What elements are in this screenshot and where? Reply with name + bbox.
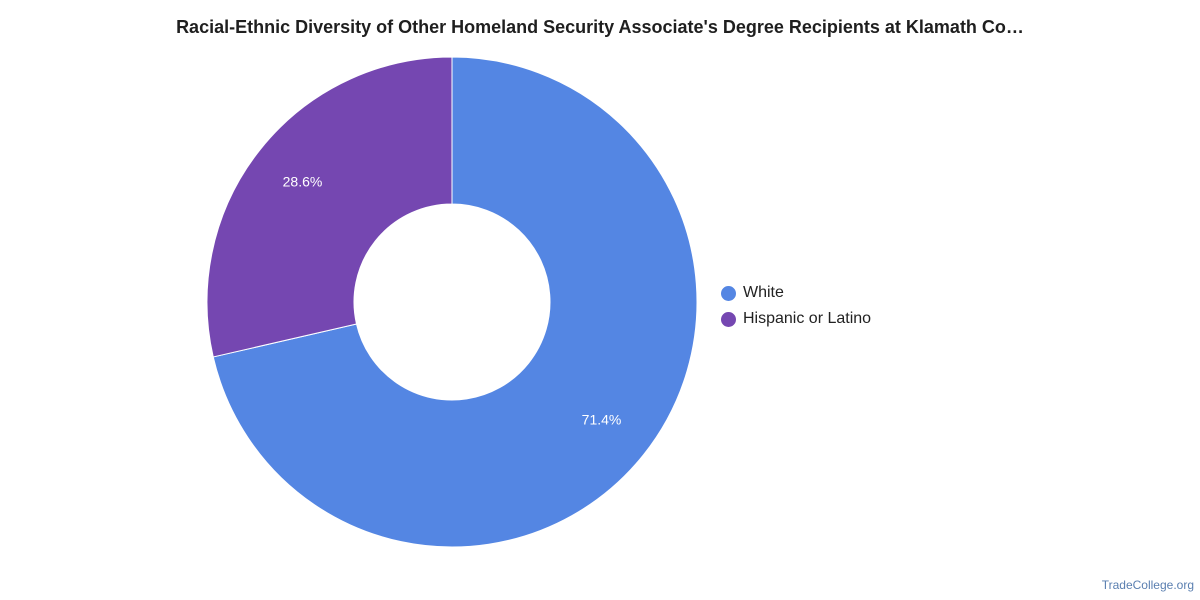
data-label-hispanic-or-latino: 28.6% [283,174,323,190]
slice-hispanic-or-latino[interactable] [206,56,453,358]
legend-swatch-white [721,285,736,301]
legend: White Hispanic or Latino [721,280,871,332]
legend-label-hispanic-or-latino: Hispanic or Latino [743,310,872,327]
source-link[interactable]: TradeCollege.org [1101,578,1194,592]
chart-title: Racial-Ethnic Diversity of Other Homelan… [176,17,1024,37]
legend-item-hispanic-or-latino[interactable]: Hispanic or Latino [721,306,871,332]
legend-item-white[interactable]: White [721,280,871,306]
legend-swatch-hispanic-or-latino [721,311,736,327]
data-label-white: 71.4% [582,412,622,428]
slice-white[interactable] [212,56,698,548]
legend-label-white: White [743,284,784,301]
